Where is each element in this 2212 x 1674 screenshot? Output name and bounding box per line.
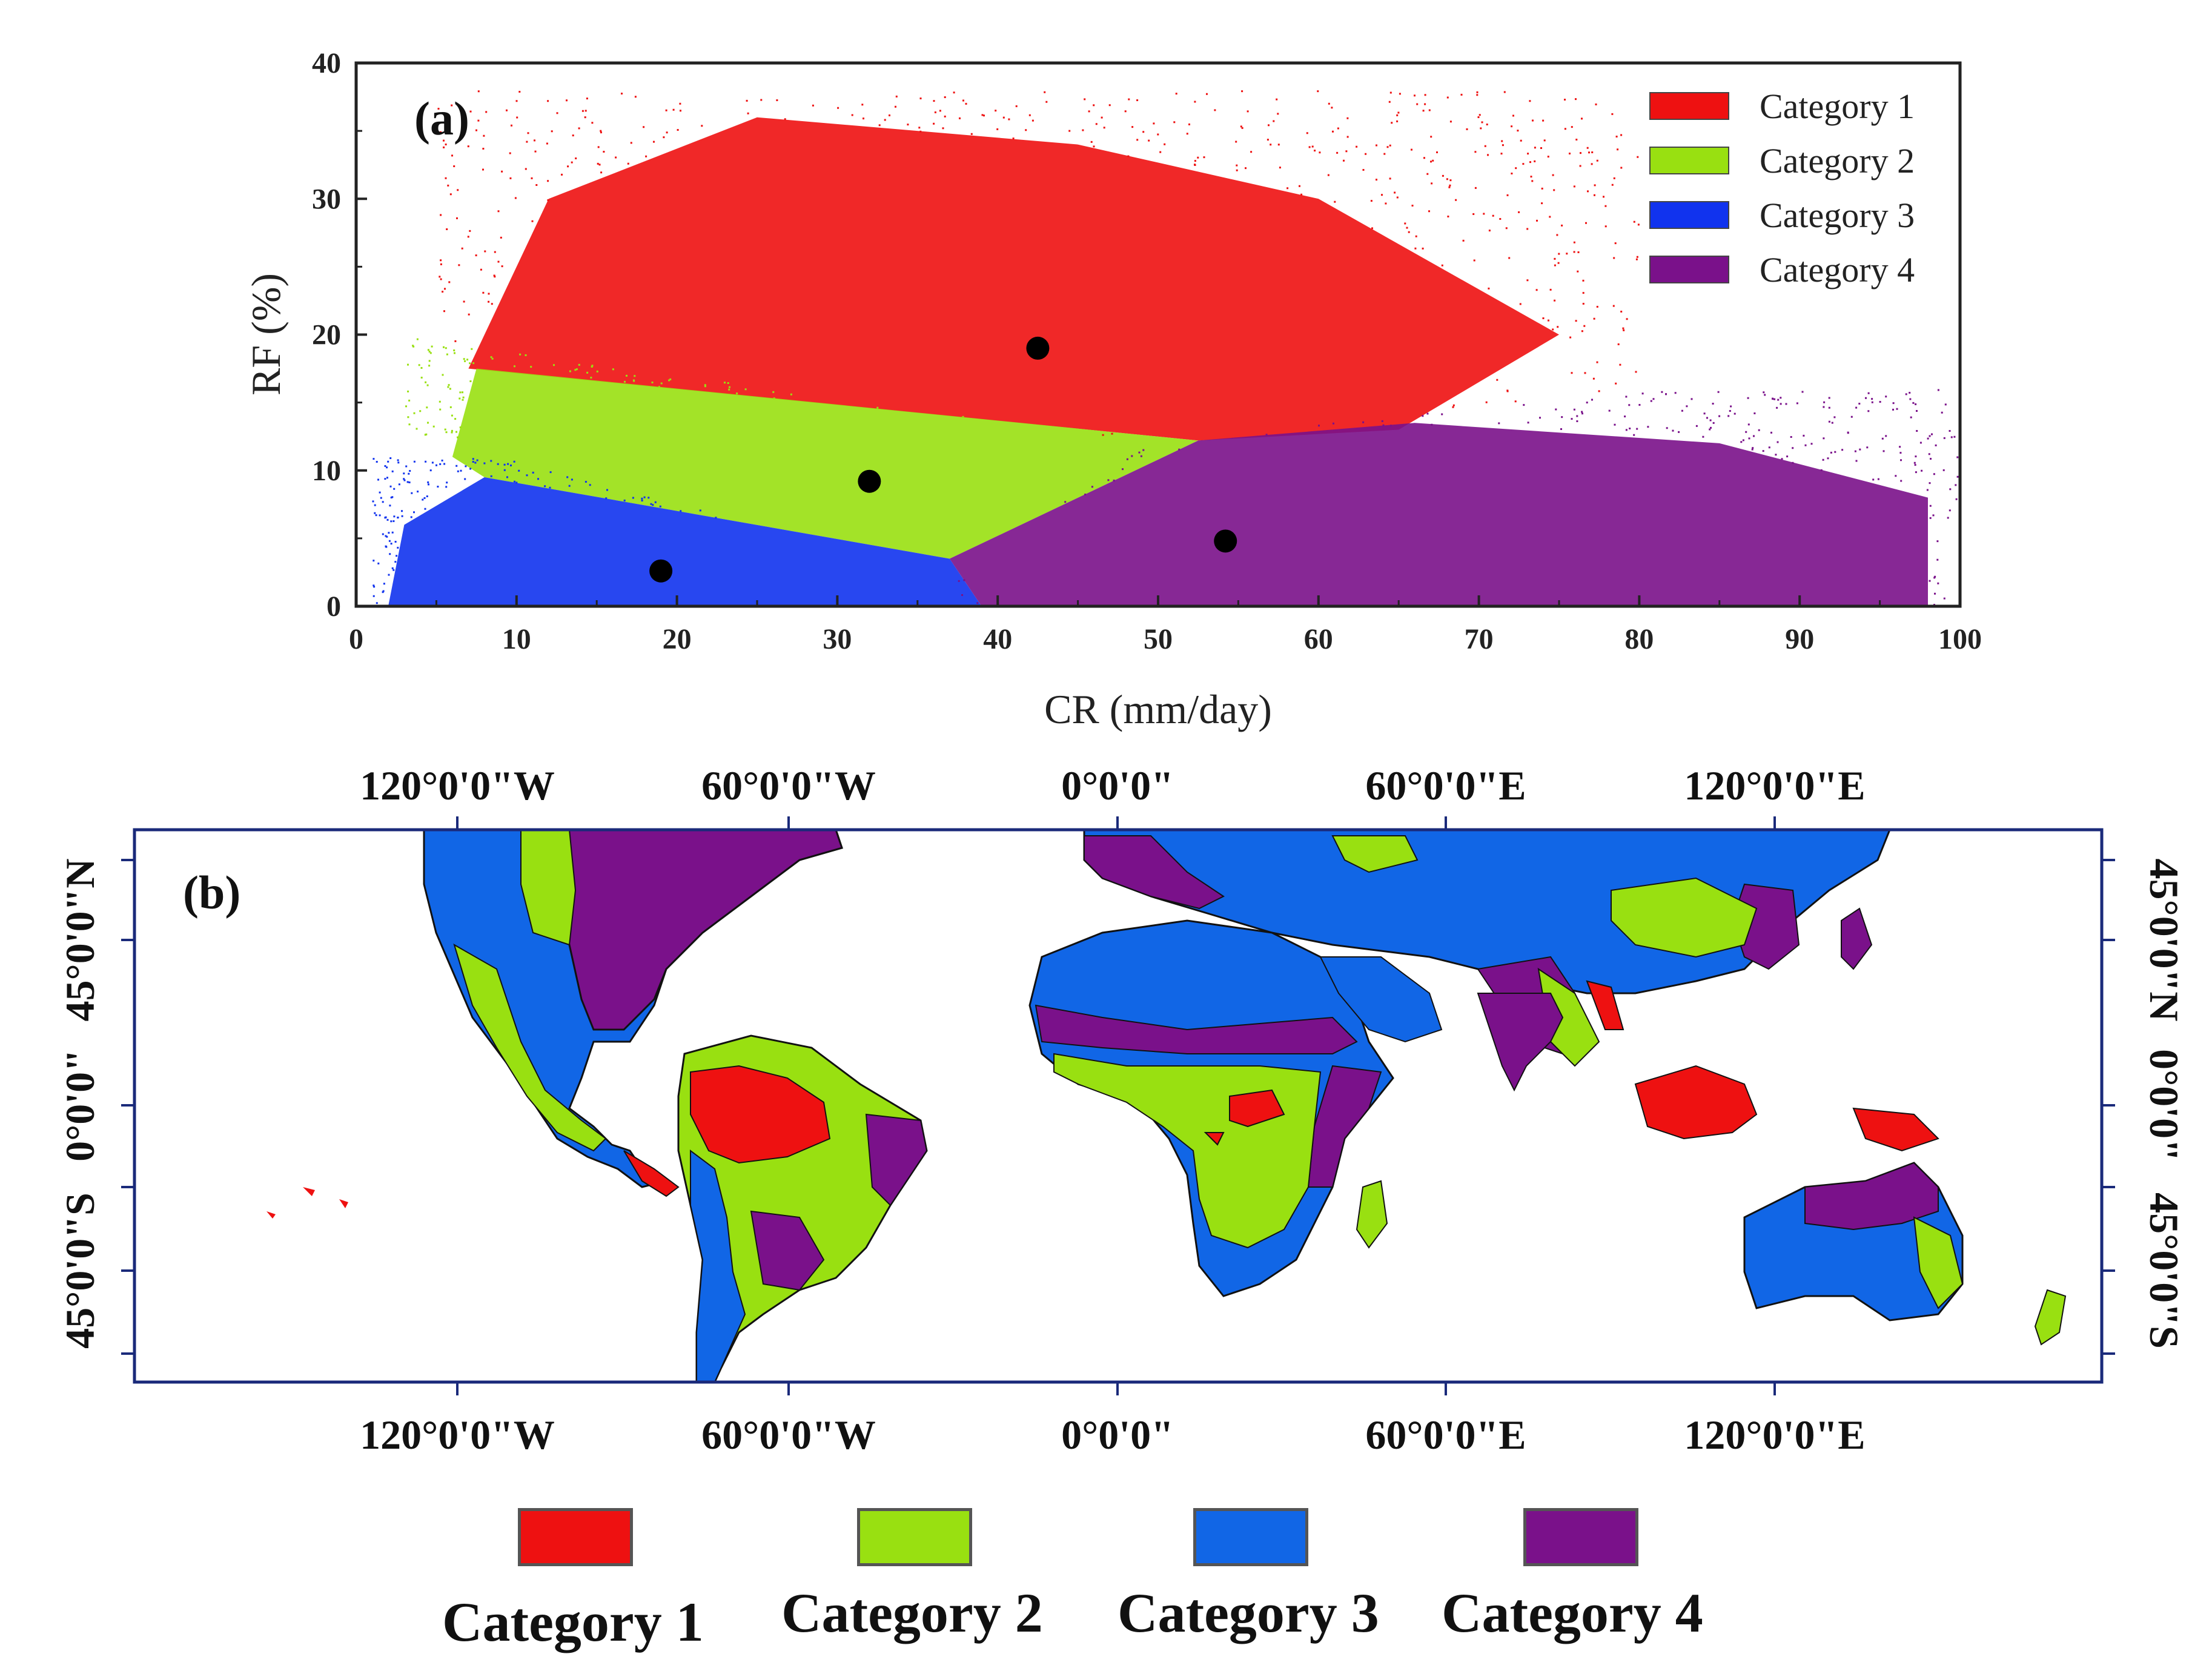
x-tick-label: 0 [349, 623, 363, 655]
top-lon-label: 0°0'0" [1061, 763, 1174, 809]
x-tick-label: 90 [1785, 623, 1814, 655]
australia-category2 [1913, 1216, 1964, 1309]
south-america-category1 [690, 1065, 831, 1164]
legend-swatch [1649, 92, 1729, 120]
x-axis-label: CR (mm/day) [1044, 686, 1272, 732]
points-category-2 [405, 338, 964, 438]
legend-label: Category 2 [1760, 141, 1915, 180]
x-tick-label: 60 [1304, 623, 1333, 655]
centroid-category-3 [649, 559, 673, 583]
top-lon-label: 120°0'0"E [1684, 763, 1865, 809]
right-lat-label: 45°0'0"N [2141, 859, 2187, 1022]
left-lat-label: 0°0'0" [57, 1049, 103, 1162]
region-category-2 [452, 368, 1199, 559]
australia-category4 [1804, 1162, 1939, 1231]
top-lon-label: 120°0'0"W [360, 763, 555, 809]
map-legend-swatch [1193, 1508, 1308, 1566]
y-tick-label: 40 [312, 47, 341, 79]
panel-b-label: (b) [183, 866, 240, 919]
pacific-islands-category1 [267, 1187, 348, 1219]
y-tick-label: 30 [312, 183, 341, 215]
bottom-lon-label: 60°0'0"W [701, 1412, 876, 1458]
y-tick-label: 10 [312, 455, 341, 487]
legend-swatch [1649, 201, 1729, 229]
x-tick-label: 70 [1465, 623, 1494, 655]
madagascar [1356, 1180, 1388, 1249]
region-category-4 [949, 423, 1928, 606]
scatter-legend: Category 1 Category 2 Category 3 Category 4 [1649, 87, 1915, 289]
bottom-lon-label: 120°0'0"E [1684, 1412, 1865, 1458]
central-america-category1 [623, 1150, 680, 1197]
map-legend-swatch [857, 1508, 972, 1566]
x-tick-label: 40 [983, 623, 1012, 655]
bottom-lon-label: 120°0'0"W [360, 1412, 555, 1458]
x-tick-label: 50 [1144, 623, 1173, 655]
y-tick-label: 0 [326, 591, 341, 623]
region-category-1 [468, 117, 1559, 441]
arabia-category3 [1319, 956, 1443, 1043]
map-panel: (b) 120°0'0"W 60°0'0"W 0°0'0" 60°0'0"E 120°0… [57, 763, 2187, 1458]
left-lat-label: 45°0'0"S [57, 1193, 103, 1349]
map-land [267, 830, 2067, 1382]
x-tick-label: 10 [502, 623, 531, 655]
x-tick-label: 30 [823, 623, 852, 655]
points-category-3 [372, 457, 717, 604]
north-america-category4 [556, 830, 843, 1031]
map-graticule-ticks [121, 816, 2115, 1395]
x-axis-ticks: 0 10 20 30 40 50 60 70 80 90 100 [349, 595, 1982, 655]
map-legend-swatch [518, 1508, 633, 1566]
map-legend-swatch [1523, 1508, 1638, 1566]
north-america-category2 [453, 830, 607, 1152]
india-category4 [1477, 993, 1564, 1092]
japan [1841, 907, 1873, 970]
x-tick-label: 20 [663, 623, 692, 655]
category-regions [388, 117, 1928, 606]
map-background [134, 830, 2102, 1382]
bottom-lon-label: 60°0'0"E [1365, 1412, 1526, 1458]
map-legend-label: Category 3 [1118, 1582, 1379, 1644]
new-zealand [2034, 1289, 2067, 1346]
map-legend-label: Category 2 [781, 1582, 1043, 1644]
legend-label: Category 3 [1760, 196, 1915, 235]
centroid-category-2 [858, 469, 881, 493]
legend-label: Category 4 [1760, 250, 1915, 289]
x-tick-label: 100 [1938, 623, 1982, 655]
south-america-category3 [690, 1150, 746, 1382]
y-tick-label: 20 [312, 319, 341, 351]
africa-category1 [1204, 1089, 1285, 1146]
x-tick-label: 80 [1624, 623, 1654, 655]
y-axis-label: RF (%) [243, 273, 289, 395]
legend-label: Category 1 [1760, 87, 1915, 126]
centroid-category-4 [1214, 529, 1237, 553]
right-lat-label: 0°0'0" [2141, 1049, 2187, 1162]
south-america-category4 [750, 1113, 928, 1291]
cluster-centroids [649, 336, 1237, 583]
map-coordinate-labels: 120°0'0"W 60°0'0"W 0°0'0" 60°0'0"E 120°0'0"E… [57, 763, 2187, 1458]
panel-a-label: (a) [414, 92, 469, 145]
bottom-lon-label: 0°0'0" [1061, 1412, 1174, 1458]
y-axis-ticks: 0 10 20 30 40 [312, 47, 367, 623]
top-lon-label: 60°0'0"E [1365, 763, 1526, 809]
se-asia-category1 [1586, 980, 1939, 1152]
left-lat-label: 45°0'0"N [57, 859, 103, 1022]
map-legend-label: Category 1 [442, 1591, 704, 1653]
right-lat-label: 45°0'0"S [2141, 1193, 2187, 1349]
legend-swatch [1649, 147, 1729, 174]
map-legend-label: Category 4 [1442, 1582, 1703, 1644]
scatter-points [372, 90, 1960, 606]
legend-swatch [1649, 256, 1729, 283]
region-category-3 [388, 477, 982, 606]
map-legend: Category 1 Category 2 Category 3 Category 4 [0, 1496, 2212, 1666]
top-lon-label: 60°0'0"W [701, 763, 876, 809]
scatter-panel: 0 10 20 30 40 50 60 70 80 90 100 0 10 20 30 40 (a) CR … [243, 47, 1982, 732]
centroid-category-1 [1026, 336, 1050, 360]
